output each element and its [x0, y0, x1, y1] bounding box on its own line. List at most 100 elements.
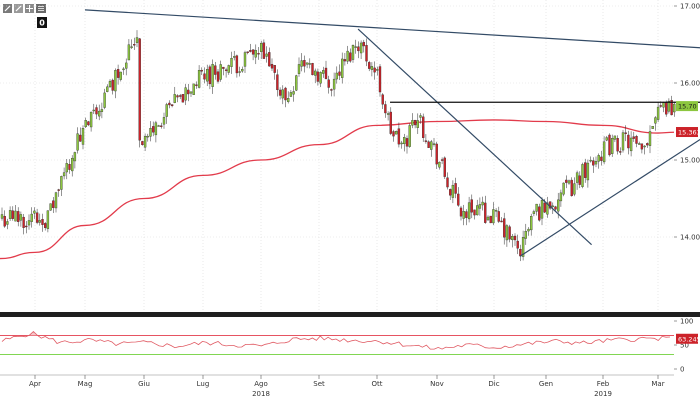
candle-body — [176, 95, 179, 98]
candle-body — [135, 37, 139, 43]
candle-body — [619, 151, 622, 153]
candle-body — [338, 71, 341, 76]
candle-body — [322, 70, 325, 74]
candle-body — [162, 117, 166, 125]
trendline-ascending — [519, 138, 700, 257]
candle-body — [405, 138, 409, 147]
candle-body — [95, 107, 98, 115]
candle-body — [14, 210, 17, 222]
candle-body — [368, 62, 371, 69]
candle-body — [52, 200, 55, 208]
candle-body — [281, 89, 284, 99]
candle-body — [114, 70, 117, 92]
x-tick-label: Feb — [597, 380, 610, 388]
candle-body — [157, 125, 160, 127]
candle-body — [381, 94, 384, 105]
candle-body — [211, 64, 214, 87]
price-tag-last — [676, 101, 698, 112]
candle-body — [125, 62, 128, 69]
candle-body — [503, 218, 506, 238]
candle-body — [222, 66, 225, 69]
candle-body — [327, 79, 330, 88]
candle-body — [103, 92, 106, 108]
candle-body — [413, 119, 417, 126]
candle-body — [492, 209, 495, 224]
candle-body — [346, 50, 349, 62]
candle-body — [554, 206, 557, 210]
candle-body — [605, 137, 608, 141]
price-axis: 14.00 15.00 16.00 17.00 — [674, 3, 700, 242]
candle-body — [465, 211, 468, 218]
ma-line — [0, 119, 675, 260]
candle-body — [638, 143, 641, 145]
candle-body — [484, 202, 487, 223]
candle-body — [17, 211, 20, 222]
rsi-y-tick-label: 50 — [680, 342, 689, 350]
x-tick-label: Ott — [372, 380, 383, 388]
candle-body — [575, 172, 579, 183]
candle-body — [197, 70, 201, 88]
candle-body — [573, 183, 576, 195]
list-icon[interactable] — [36, 4, 46, 13]
candle-body — [516, 240, 519, 249]
candle-body — [287, 98, 290, 102]
candle-body — [470, 199, 473, 213]
candle-body — [300, 60, 303, 67]
candle-body — [179, 95, 182, 97]
x-tick-label: Nov — [430, 380, 444, 388]
candle-body — [8, 210, 12, 219]
candle-body — [119, 71, 122, 80]
candle-body — [38, 220, 41, 223]
candle-body — [478, 204, 482, 209]
candle-body — [392, 131, 395, 137]
candle-body — [203, 73, 206, 80]
candle-body — [508, 226, 511, 240]
candle-body — [71, 157, 74, 172]
candle-body — [349, 52, 352, 62]
candle-body — [216, 71, 220, 82]
rsi-y-tick-label: 0 — [680, 366, 684, 374]
candle-body — [635, 136, 638, 144]
candle-body — [654, 117, 657, 124]
candle-body — [578, 175, 581, 185]
candle-body — [27, 220, 31, 226]
candle-body — [251, 49, 255, 55]
candle-body — [546, 202, 549, 215]
y-tick-label: 17.00 — [680, 3, 700, 11]
year-label: 2018 — [252, 390, 270, 398]
candle-body — [238, 71, 241, 73]
candle-body — [44, 223, 47, 228]
candle-body — [0, 214, 4, 219]
pencil-icon[interactable] — [14, 4, 23, 13]
candle-body — [35, 212, 39, 223]
candle-body — [378, 66, 382, 93]
candle-body — [451, 184, 455, 198]
candle-body — [324, 67, 328, 79]
candle-body — [521, 237, 525, 257]
candle-body — [46, 210, 50, 229]
candle-body — [149, 128, 152, 137]
candle-body — [589, 159, 592, 162]
crosshair-icon[interactable] — [25, 4, 34, 13]
price-tags: 15.70 15.3634 — [676, 101, 700, 138]
x-tick-label: Gen — [539, 380, 553, 388]
candle-body — [419, 115, 422, 118]
candle-body — [230, 58, 233, 67]
candle-body — [108, 80, 112, 88]
candle-body — [435, 143, 438, 165]
badge-label: 0 — [39, 19, 45, 28]
candle-body — [273, 65, 276, 73]
candle-body — [667, 100, 671, 112]
x-tick-label: Lug — [197, 380, 210, 388]
candle-body — [33, 210, 36, 214]
zoom-icon[interactable] — [3, 4, 12, 13]
candle-body — [141, 141, 144, 146]
y-tick-label: 14.00 — [680, 234, 700, 242]
candle-body — [254, 50, 257, 58]
candle-body — [319, 72, 322, 84]
candle-body — [11, 210, 14, 219]
candle-body — [295, 75, 298, 91]
candle-body — [41, 219, 44, 225]
rsi-value-tag — [676, 333, 698, 344]
